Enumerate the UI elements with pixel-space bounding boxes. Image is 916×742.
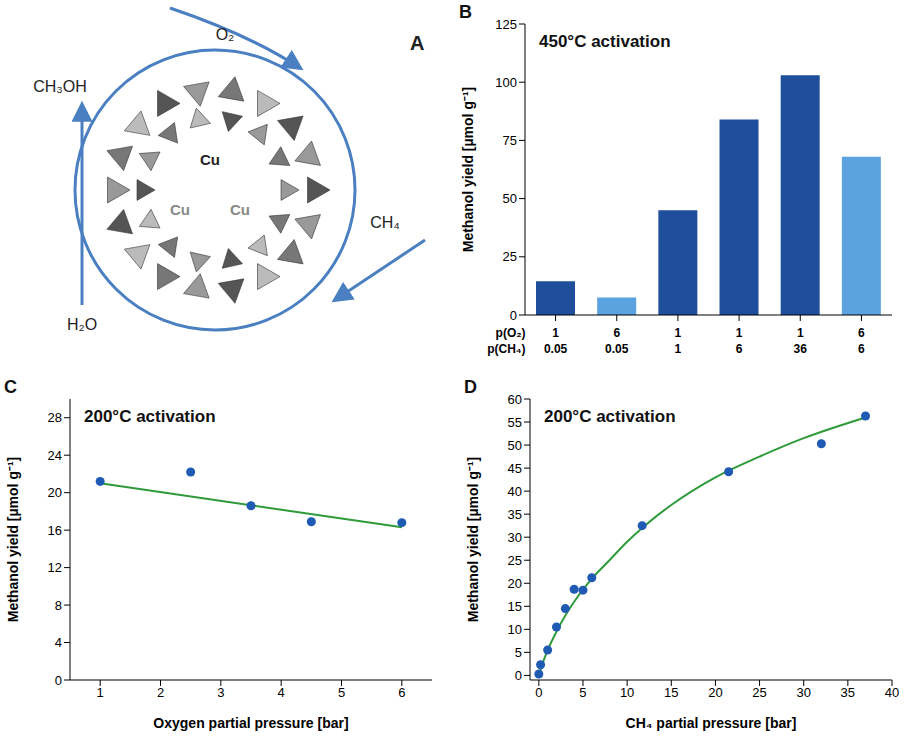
svg-text:20: 20: [48, 485, 62, 500]
svg-text:28: 28: [48, 410, 62, 425]
svg-text:36: 36: [794, 342, 808, 356]
svg-text:35: 35: [508, 507, 522, 522]
svg-text:100: 100: [495, 75, 517, 90]
svg-text:40: 40: [508, 484, 522, 499]
html-text:C: C: [4, 377, 17, 397]
svg-text:A: A: [410, 32, 424, 54]
svg-text:p(CH₄): p(CH₄): [487, 342, 525, 356]
svg-text:5: 5: [515, 645, 522, 660]
svg-text:6: 6: [858, 342, 865, 356]
svg-text:Cu: Cu: [200, 151, 220, 168]
svg-text:12: 12: [48, 560, 62, 575]
svg-text:Cu: Cu: [170, 201, 190, 218]
svg-text:H₂O: H₂O: [67, 316, 97, 333]
html-text:200°C activation: 200°C activation: [84, 407, 216, 426]
svg-text:0: 0: [510, 308, 517, 323]
svg-text:p(O₂): p(O₂): [496, 326, 526, 340]
svg-text:Methanol yield [µmol g⁻¹]: Methanol yield [µmol g⁻¹]: [5, 457, 21, 623]
svg-text:CH₄ partial pressure [bar]: CH₄ partial pressure [bar]: [626, 715, 797, 731]
svg-text:0: 0: [55, 673, 62, 688]
svg-text:CH₃OH: CH₃OH: [33, 78, 87, 95]
svg-text:50: 50: [503, 191, 517, 206]
svg-text:20: 20: [708, 685, 722, 700]
svg-text:Oxygen partial pressure [bar]: Oxygen partial pressure [bar]: [153, 715, 348, 731]
svg-text:25: 25: [508, 553, 522, 568]
svg-text:60: 60: [508, 392, 522, 407]
svg-text:8: 8: [55, 598, 62, 613]
svg-text:1: 1: [736, 326, 743, 340]
html-text:B: B: [459, 2, 472, 22]
svg-text:6: 6: [858, 326, 865, 340]
svg-text:Cu: Cu: [230, 201, 250, 218]
svg-text:30: 30: [508, 530, 522, 545]
svg-text:0: 0: [535, 685, 542, 700]
svg-text:45: 45: [508, 461, 522, 476]
svg-text:125: 125: [495, 17, 517, 32]
svg-text:25: 25: [503, 249, 517, 264]
svg-text:0.05: 0.05: [544, 342, 568, 356]
svg-text:Methanol yield [µmol g⁻¹]: Methanol yield [µmol g⁻¹]: [460, 87, 476, 253]
svg-text:5: 5: [579, 685, 586, 700]
svg-text:15: 15: [508, 599, 522, 614]
svg-text:6: 6: [736, 342, 743, 356]
svg-text:4: 4: [278, 685, 285, 700]
svg-text:55: 55: [508, 415, 522, 430]
svg-text:50: 50: [508, 438, 522, 453]
svg-text:25: 25: [752, 685, 766, 700]
svg-text:40: 40: [885, 685, 899, 700]
svg-text:0: 0: [515, 668, 522, 683]
svg-text:5: 5: [338, 685, 345, 700]
svg-text:1: 1: [552, 326, 559, 340]
svg-text:4: 4: [55, 635, 62, 650]
svg-text:35: 35: [841, 685, 855, 700]
svg-text:3: 3: [217, 685, 224, 700]
svg-text:16: 16: [48, 523, 62, 538]
svg-text:30: 30: [796, 685, 810, 700]
svg-text:2: 2: [157, 685, 164, 700]
svg-text:0.05: 0.05: [605, 342, 629, 356]
svg-text:20: 20: [508, 576, 522, 591]
html-text:450°C activation: 450°C activation: [539, 32, 671, 51]
svg-text:O₂: O₂: [216, 26, 235, 43]
svg-text:1: 1: [675, 326, 682, 340]
svg-text:10: 10: [620, 685, 634, 700]
svg-text:15: 15: [664, 685, 678, 700]
svg-text:CH₄: CH₄: [370, 214, 400, 231]
svg-text:75: 75: [503, 133, 517, 148]
svg-text:1: 1: [675, 342, 682, 356]
html-text:D: D: [464, 377, 477, 397]
svg-text:1: 1: [97, 685, 104, 700]
svg-text:24: 24: [48, 448, 62, 463]
svg-text:6: 6: [613, 326, 620, 340]
svg-text:Methanol yield [µmol g⁻¹]: Methanol yield [µmol g⁻¹]: [465, 457, 481, 623]
svg-text:6: 6: [398, 685, 405, 700]
html-text:200°C activation: 200°C activation: [544, 407, 676, 426]
svg-text:10: 10: [508, 622, 522, 637]
svg-text:1: 1: [797, 326, 804, 340]
